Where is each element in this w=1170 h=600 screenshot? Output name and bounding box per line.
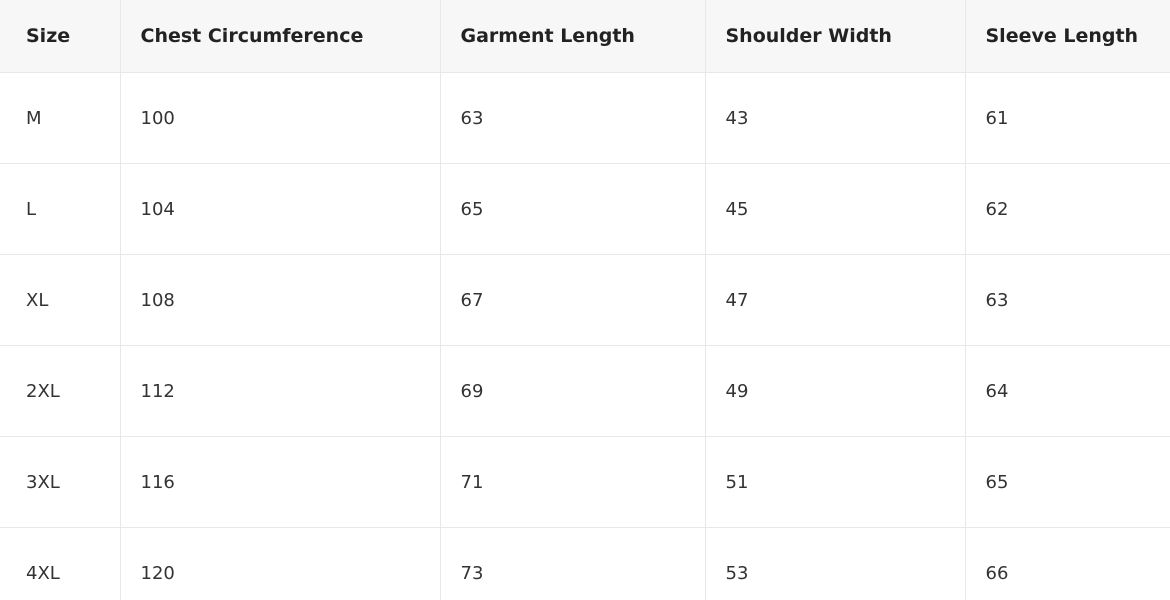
header-cell: Chest Circumference [119, 0, 441, 73]
header-cell: Sleeve Length [964, 0, 1170, 73]
table-cell: 51 [704, 436, 966, 528]
table-cell: 63 [439, 72, 706, 164]
table-cell: 63 [964, 254, 1170, 346]
table-cell: 53 [704, 527, 966, 600]
table-cell: 67 [439, 254, 706, 346]
table-cell: 120 [119, 527, 441, 600]
table-cell: 65 [439, 163, 706, 255]
header-cell: Garment Length [439, 0, 706, 73]
table-cell: 64 [964, 345, 1170, 437]
table-cell: 62 [964, 163, 1170, 255]
table-cell: 47 [704, 254, 966, 346]
table-cell: 65 [964, 436, 1170, 528]
table-cell: XL [0, 254, 121, 346]
table-cell: 61 [964, 72, 1170, 164]
table-cell: 104 [119, 163, 441, 255]
table-cell: M [0, 72, 121, 164]
table-cell: 112 [119, 345, 441, 437]
table-cell: 49 [704, 345, 966, 437]
table-cell: 71 [439, 436, 706, 528]
table-cell: 100 [119, 72, 441, 164]
table-row: 3XL 116 71 51 65 [0, 436, 1170, 528]
table-body: M 100 63 43 61 L 104 65 45 62 XL 108 67 47 63 2XL 112 69 4… [0, 72, 1170, 600]
table-row: 4XL 120 73 53 66 [0, 527, 1170, 600]
header-row: Size Chest Circumference Garment Length Sho… [0, 0, 1170, 73]
table-cell: 43 [704, 72, 966, 164]
table-header: Size Chest Circumference Garment Length Sho… [0, 0, 1170, 73]
table-cell: 2XL [0, 345, 121, 437]
table-cell: 45 [704, 163, 966, 255]
table-cell: 69 [439, 345, 706, 437]
table-row: XL 108 67 47 63 [0, 254, 1170, 346]
header-cell: Shoulder Width [704, 0, 966, 73]
table-row: L 104 65 45 62 [0, 163, 1170, 255]
table-cell: 108 [119, 254, 441, 346]
table-row: 2XL 112 69 49 64 [0, 345, 1170, 437]
table-cell: 73 [439, 527, 706, 600]
table-cell: 3XL [0, 436, 121, 528]
table-cell: 116 [119, 436, 441, 528]
table-cell: 66 [964, 527, 1170, 600]
table-row: M 100 63 43 61 [0, 72, 1170, 164]
table-cell: L [0, 163, 121, 255]
header-cell: Size [0, 0, 121, 73]
table-cell: 4XL [0, 527, 121, 600]
